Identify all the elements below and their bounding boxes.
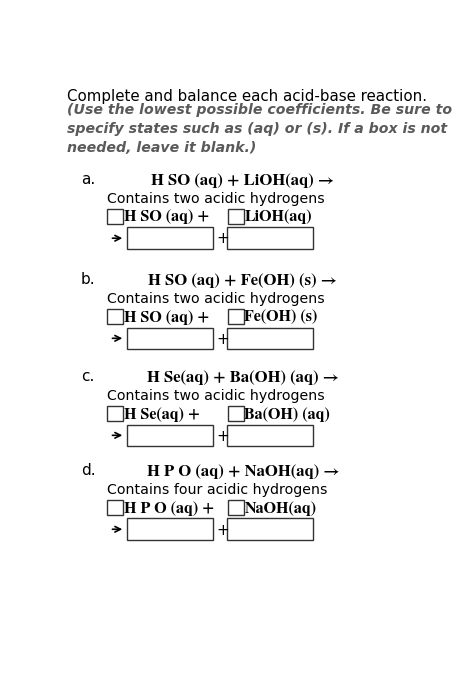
Text: (Use the lowest possible coefficients. Be sure to
specify states such as (aq) or: (Use the lowest possible coefficients. B…: [67, 103, 452, 155]
Text: H₂Se(aq) + Ba(OH)₂(aq) →: H₂Se(aq) + Ba(OH)₂(aq) →: [147, 370, 339, 385]
Bar: [227, 227, 313, 249]
Text: a.: a.: [81, 172, 95, 187]
Bar: [228, 209, 244, 224]
Text: H₄P₂O₇(aq) + NaOH(aq) →: H₄P₂O₇(aq) + NaOH(aq) →: [146, 464, 339, 479]
Bar: [227, 327, 313, 349]
Text: H₂SO₄(aq) + LiOH(aq) →: H₂SO₄(aq) + LiOH(aq) →: [151, 174, 335, 188]
Bar: [107, 309, 123, 324]
Text: Contains two acidic hydrogens: Contains two acidic hydrogens: [107, 292, 325, 306]
Text: +: +: [217, 231, 229, 247]
Text: H₄P₂O₇(aq) +: H₄P₂O₇(aq) +: [124, 501, 214, 516]
Bar: [127, 425, 213, 446]
Text: Complete and balance each acid-base reaction.: Complete and balance each acid-base reac…: [67, 89, 427, 104]
Bar: [107, 209, 123, 224]
Bar: [228, 406, 244, 421]
Text: c.: c.: [81, 369, 94, 384]
Text: H₂SO₄(aq) +: H₂SO₄(aq) +: [124, 210, 209, 224]
Text: +: +: [217, 523, 229, 537]
Text: b.: b.: [81, 272, 96, 287]
Bar: [227, 518, 313, 540]
Text: Contains four acidic hydrogens: Contains four acidic hydrogens: [107, 483, 328, 497]
Text: Contains two acidic hydrogens: Contains two acidic hydrogens: [107, 192, 325, 206]
Text: NaOH(aq): NaOH(aq): [245, 501, 317, 516]
Text: +: +: [217, 331, 229, 347]
Text: d.: d.: [81, 463, 96, 478]
Bar: [127, 327, 213, 349]
Bar: [107, 500, 123, 515]
Bar: [107, 406, 123, 421]
Text: +: +: [217, 429, 229, 443]
Text: Ba(OH)₂(aq): Ba(OH)₂(aq): [245, 407, 330, 422]
Text: LiOH(aq): LiOH(aq): [245, 210, 312, 224]
Bar: [227, 425, 313, 446]
Bar: [228, 500, 244, 515]
Bar: [228, 309, 244, 324]
Bar: [127, 227, 213, 249]
Text: Contains two acidic hydrogens: Contains two acidic hydrogens: [107, 389, 325, 403]
Text: H₂SO₄(aq) +: H₂SO₄(aq) +: [124, 310, 209, 324]
Bar: [127, 518, 213, 540]
Text: H₂SO₄(aq) + Fe(OH)₃(s) →: H₂SO₄(aq) + Fe(OH)₃(s) →: [148, 274, 337, 289]
Text: Fe(OH)₃(s): Fe(OH)₃(s): [245, 310, 318, 324]
Text: H₂Se(aq) +: H₂Se(aq) +: [124, 407, 200, 422]
